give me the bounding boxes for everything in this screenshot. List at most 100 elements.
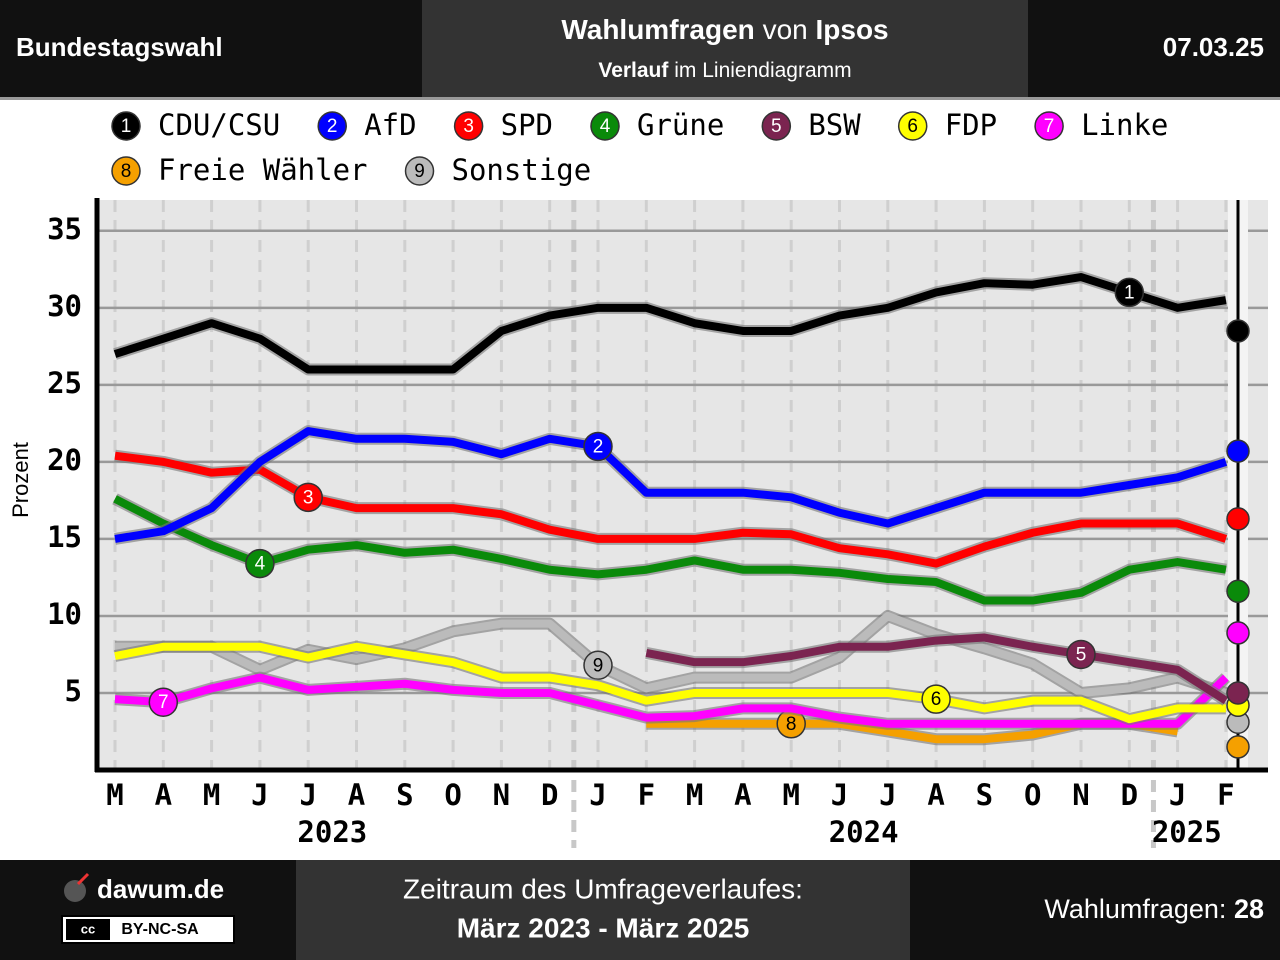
legend-label: SPD bbox=[501, 108, 553, 142]
title-bold: Wahlumfragen bbox=[561, 14, 754, 45]
footer-count-text: Wahlumfragen: 28 bbox=[1044, 894, 1264, 924]
x-tick-label: D bbox=[1121, 778, 1138, 812]
title-mid: von bbox=[763, 14, 808, 45]
series-badge bbox=[293, 482, 323, 513]
series-badge-number: 6 bbox=[931, 689, 942, 710]
x-tick-label: F bbox=[1217, 778, 1234, 812]
header-rule bbox=[0, 97, 1280, 100]
series-badge bbox=[111, 156, 141, 186]
x-tick-label: J bbox=[879, 778, 896, 812]
series-badge-number: 3 bbox=[463, 116, 474, 137]
x-tick-label: S bbox=[976, 778, 993, 812]
y-tick-label: 15 bbox=[47, 520, 82, 554]
x-tick-label: M bbox=[686, 778, 703, 812]
x-tick-label: A bbox=[734, 778, 751, 812]
x-tick-label: F bbox=[638, 778, 655, 812]
latest-dot bbox=[1226, 735, 1250, 759]
series-line bbox=[113, 273, 1227, 374]
series-line bbox=[114, 673, 1229, 728]
series-badge bbox=[404, 156, 435, 186]
header-center bbox=[422, 0, 1028, 97]
latest-dot bbox=[1226, 507, 1250, 531]
header-left-text: Bundestagswahl bbox=[16, 32, 223, 62]
x-tick-label: M bbox=[203, 778, 220, 812]
y-tick-label: 10 bbox=[47, 597, 82, 631]
x-tick-label: S bbox=[396, 778, 413, 812]
latest-dot bbox=[1226, 579, 1250, 604]
footer-right bbox=[910, 860, 1280, 960]
x-tick-label: A bbox=[348, 778, 365, 812]
series-badge-number: 1 bbox=[1124, 282, 1135, 303]
header-left bbox=[0, 0, 422, 97]
series-badge bbox=[148, 687, 179, 717]
year-label: 2023 bbox=[297, 815, 367, 849]
header-right bbox=[1028, 0, 1280, 97]
y-tick-label: 35 bbox=[47, 212, 82, 246]
x-tick-label: J bbox=[299, 778, 316, 812]
series-badge bbox=[245, 548, 275, 579]
cc-badge-left bbox=[66, 919, 110, 940]
title-source: Ipsos bbox=[816, 14, 889, 45]
lines: 9 8 7 6 5 4 3 2 1 bbox=[112, 271, 1231, 746]
header-subtitle: Verlauf im Liniendiagramm bbox=[598, 59, 851, 82]
y-tick-label: 20 bbox=[47, 443, 82, 477]
footer-period: März 2023 - März 2025 bbox=[457, 912, 750, 943]
x-tick-label: J bbox=[831, 778, 848, 812]
series-badge-number: 5 bbox=[771, 116, 782, 137]
subtitle-bold: Verlauf bbox=[598, 59, 669, 82]
legend-label: FDP bbox=[945, 108, 997, 142]
series-badge-number: 7 bbox=[158, 692, 169, 713]
series-badge-number: 4 bbox=[255, 554, 266, 575]
series-badge-number: 3 bbox=[303, 487, 314, 508]
series-line bbox=[113, 495, 1227, 605]
header-date: 07.03.25 bbox=[1163, 32, 1264, 62]
count-value: 28 bbox=[1234, 894, 1264, 924]
series-badge bbox=[317, 111, 347, 141]
x-tick-label: J bbox=[1169, 778, 1186, 812]
footer-site: dawum.de bbox=[97, 874, 224, 904]
latest-dot bbox=[1226, 439, 1250, 463]
legend-label: CDU/CSU bbox=[158, 108, 280, 142]
series-badge-number: 8 bbox=[786, 714, 797, 735]
series-badge-number: 6 bbox=[907, 116, 918, 137]
series-badge bbox=[583, 431, 613, 462]
x-tick-label: O bbox=[444, 778, 461, 812]
legend-label: Sonstige bbox=[452, 153, 592, 187]
latest-dot bbox=[1226, 319, 1250, 343]
x-tick-label: J bbox=[251, 778, 268, 812]
latest-dots bbox=[1226, 319, 1250, 759]
series-badge bbox=[921, 684, 951, 714]
year-label: 2025 bbox=[1152, 815, 1222, 849]
x-tick-label: A bbox=[155, 778, 172, 812]
x-tick-label: J bbox=[589, 778, 606, 812]
x-tick-label: N bbox=[1072, 778, 1089, 812]
series-badge bbox=[761, 111, 792, 141]
x-tick-label: M bbox=[782, 778, 799, 812]
series-badge bbox=[1066, 639, 1096, 670]
legend-label: Freie Wähler bbox=[158, 153, 368, 187]
x-tick-label: D bbox=[541, 778, 558, 812]
y-tick-label: 30 bbox=[47, 289, 82, 323]
x-tick-label: A bbox=[927, 778, 944, 812]
series-badge bbox=[1114, 277, 1145, 308]
series-badge bbox=[453, 111, 484, 141]
series-line bbox=[114, 427, 1228, 543]
legend: 1 CDU/CSU 2 AfD 3 SPD 4 Grüne 5 BSW 6 FDP 7 Linke 8 Fre… bbox=[111, 108, 1168, 187]
series-badge-number: 8 bbox=[121, 161, 132, 182]
logo-pin bbox=[76, 872, 90, 886]
y-tick-label: 5 bbox=[65, 674, 82, 708]
x-tick-label: O bbox=[1024, 778, 1041, 812]
series-line bbox=[114, 642, 1226, 724]
y-axis-label: Prozent bbox=[8, 442, 33, 518]
legend-label: Linke bbox=[1081, 108, 1168, 142]
series-badge bbox=[590, 111, 620, 141]
footer-center bbox=[296, 860, 910, 960]
x-tick-label: M bbox=[106, 778, 123, 812]
x-tick-label: N bbox=[493, 778, 510, 812]
legend-label: BSW bbox=[808, 108, 861, 142]
header-title: Wahlumfragen von Ipsos bbox=[561, 14, 888, 45]
series-badge-number: 9 bbox=[593, 655, 604, 676]
series-badge bbox=[1034, 111, 1064, 141]
